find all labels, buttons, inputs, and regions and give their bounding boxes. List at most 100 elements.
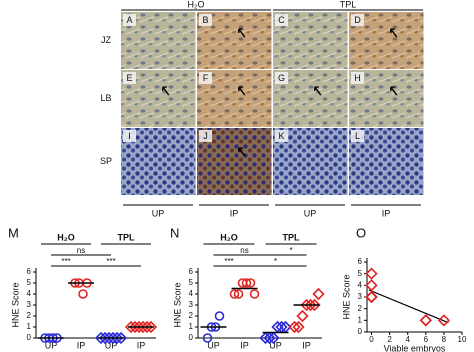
point	[365, 290, 378, 304]
y-tick-label: 1	[27, 322, 32, 331]
x-tick-label: UP	[269, 340, 282, 350]
y-tick-label: 5	[358, 269, 363, 278]
point	[419, 314, 432, 327]
point	[437, 314, 451, 327]
panel-letter: N	[170, 225, 179, 240]
y-tick-label: 4	[27, 289, 32, 298]
x-axis-label: Viable embryos	[384, 343, 446, 352]
point	[312, 287, 325, 301]
point	[263, 331, 276, 345]
point	[365, 290, 378, 304]
y-tick-label: 5	[189, 278, 194, 287]
row-label: LB	[100, 93, 111, 103]
group-label: TPL	[118, 232, 136, 242]
point	[98, 331, 112, 345]
arrow	[238, 28, 246, 38]
point	[144, 320, 158, 334]
arrow	[238, 147, 246, 157]
y-tick-label: 3	[358, 292, 363, 301]
y-tick-label: 3	[189, 300, 194, 309]
y-tick-label: 0	[189, 333, 194, 342]
point	[110, 331, 124, 345]
row-label: SP	[100, 156, 112, 166]
point	[249, 289, 260, 299]
column-group-label: TPL	[340, 0, 357, 9]
point	[102, 331, 116, 345]
arrow	[314, 86, 322, 96]
panel-label: B	[202, 15, 208, 25]
panel-label: A	[126, 15, 132, 25]
y-tick-label: 6	[189, 267, 194, 276]
panel-label: I	[128, 131, 131, 141]
panel-label-bg	[199, 130, 212, 142]
point	[128, 320, 142, 334]
panel-label: F	[203, 73, 209, 83]
panel-label: K	[278, 131, 284, 141]
x-tick-label: 2	[387, 335, 392, 344]
x-tick-label: 0	[369, 335, 374, 344]
group-label: TPL	[283, 232, 301, 242]
x-tick-label: UP	[105, 340, 118, 350]
y-tick-label: 2	[358, 304, 363, 313]
point	[292, 320, 305, 334]
y-tick-label: 0	[358, 327, 363, 336]
fit-line	[368, 289, 449, 324]
x-tick-label: 4	[405, 335, 410, 344]
point	[132, 320, 146, 334]
comparison-label: ns	[240, 246, 248, 255]
y-tick-label: 2	[189, 311, 194, 320]
point	[304, 298, 317, 312]
y-tick-label: 3	[27, 300, 32, 309]
x-tick-label: 6	[424, 335, 429, 344]
group-label: H₂O	[57, 232, 75, 242]
panel-label: D	[354, 15, 361, 25]
point	[300, 298, 313, 312]
column-label: UP	[152, 208, 165, 218]
point	[94, 331, 108, 345]
y-axis-label: HNE Score	[10, 282, 20, 327]
panel-label-bg	[123, 14, 136, 26]
row-label: JZ	[101, 35, 112, 45]
comparison-label: ***	[61, 257, 70, 266]
point	[136, 320, 150, 334]
x-tick-label: UP	[207, 340, 220, 350]
panel-label-bg	[123, 72, 136, 84]
micrograph-grid: A B C D E F G H I J K L JZ LB SP H₂O TPL UP IP UP IP	[100, 0, 424, 218]
panel-label-bg	[199, 72, 212, 84]
comparison-label: *	[274, 257, 277, 266]
y-tick-label: 6	[27, 267, 32, 276]
panel-label-bg	[275, 72, 288, 84]
point	[233, 289, 244, 299]
point	[365, 279, 378, 292]
column-label: UP	[304, 208, 317, 218]
panel-label: G	[278, 73, 285, 83]
panel-label-bg	[123, 130, 136, 142]
x-tick-label: IP	[137, 340, 146, 350]
point	[365, 267, 378, 280]
y-tick-label: 2	[27, 311, 32, 320]
point	[214, 311, 225, 321]
x-tick-label: 8	[442, 335, 447, 344]
column-group-label: H₂O	[188, 0, 205, 9]
point	[365, 290, 378, 304]
comparison-label: *	[289, 246, 292, 255]
point	[245, 278, 256, 288]
x-tick-label: UP	[45, 340, 58, 350]
point	[124, 320, 138, 334]
point	[296, 309, 309, 323]
point	[140, 320, 154, 334]
arrow	[238, 86, 246, 96]
panel-label-bg	[351, 72, 364, 84]
panel-label: H	[354, 73, 361, 83]
y-tick-label: 5	[27, 278, 32, 287]
charts: M 0 1 2 3 4 5 6 HNE Score UP IP UP IP H₂O TPL *** *** ns N…	[8, 225, 467, 352]
arrow	[390, 86, 398, 96]
x-tick-label: IP	[77, 340, 86, 350]
group-label: H₂O	[220, 232, 238, 242]
panel-label: E	[126, 73, 132, 83]
panel-label-bg	[199, 14, 212, 26]
y-tick-label: 1	[189, 322, 194, 331]
x-tick-label: IP	[302, 340, 311, 350]
y-tick-label: 1	[358, 315, 363, 324]
point	[106, 331, 120, 345]
